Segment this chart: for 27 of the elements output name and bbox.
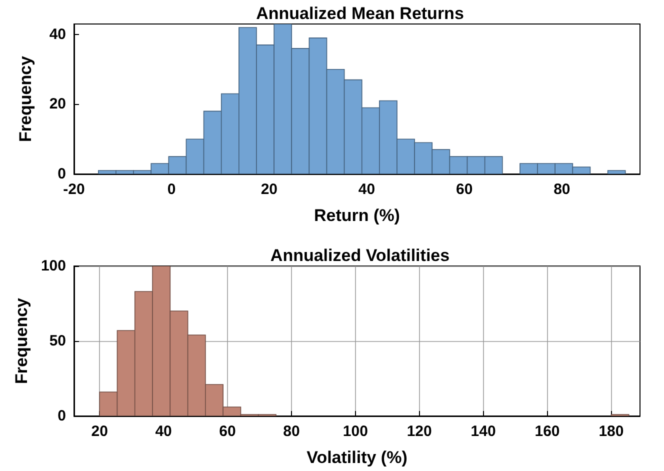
x-tick-label: 20: [260, 181, 278, 198]
y-tick-label: 0: [58, 166, 66, 182]
y-axis-title: Frequency: [12, 297, 32, 384]
x-tick-label: 120: [406, 423, 432, 440]
x-tick-label: 180: [598, 423, 624, 440]
chart-title: Annualized Mean Returns: [256, 4, 464, 23]
x-tick-label: 80: [283, 423, 300, 440]
x-tick-label: -20: [63, 181, 85, 198]
y-tick-label: 20: [49, 96, 66, 113]
chart-title: Annualized Volatilities: [270, 246, 450, 265]
x-tick-label: 60: [456, 181, 473, 198]
x-tick-label: 20: [91, 423, 108, 440]
x-axis-title: Return (%): [314, 206, 400, 225]
x-tick-label: 100: [342, 423, 368, 440]
x-tick-label: 40: [155, 423, 172, 440]
x-tick-label: 160: [534, 423, 560, 440]
y-tick-label: 0: [58, 408, 66, 424]
y-axis-title: Frequency: [16, 55, 35, 142]
x-tick-label: 80: [554, 181, 570, 198]
y-tick-label: 100: [40, 258, 66, 274]
x-tick-label: 40: [358, 181, 376, 198]
x-tick-label: 60: [219, 423, 236, 440]
x-tick-label: 140: [470, 423, 496, 440]
y-tick-label: 50: [49, 332, 66, 350]
y-tick-label: 40: [49, 26, 66, 43]
x-axis-title: Volatility (%): [306, 448, 408, 467]
x-tick-label: 0: [167, 181, 176, 198]
